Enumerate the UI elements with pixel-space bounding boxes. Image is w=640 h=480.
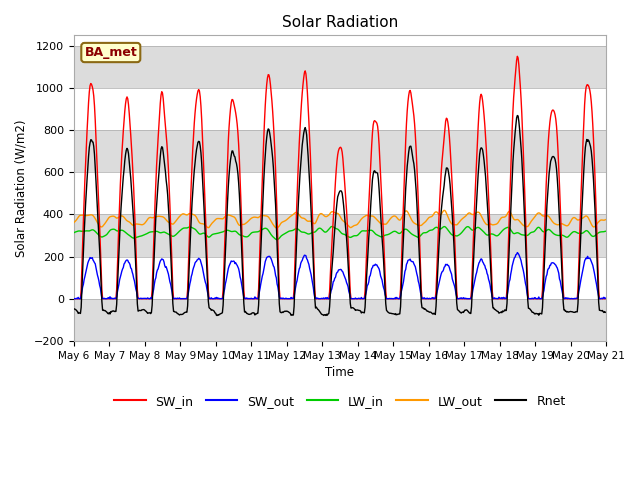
LW_out	[188, 211, 196, 217]
Rnet	[79, 248, 87, 253]
SW_in	[216, 296, 224, 301]
LW_in	[188, 225, 196, 230]
SW_in	[79, 218, 87, 224]
Rnet	[134, 308, 142, 314]
SW_out	[188, 271, 196, 277]
SW_in	[188, 161, 196, 167]
SW_out	[70, 296, 77, 301]
SW_out	[79, 281, 87, 287]
Rnet	[70, 306, 77, 312]
SW_out	[420, 296, 428, 301]
Rnet	[405, 149, 413, 155]
SW_in	[420, 296, 428, 301]
SW_in	[513, 53, 521, 59]
LW_out	[134, 221, 142, 227]
Title: Solar Radiation: Solar Radiation	[282, 15, 398, 30]
Rnet	[217, 311, 225, 316]
LW_out	[420, 220, 428, 226]
LW_out	[405, 211, 413, 216]
LW_out	[216, 216, 224, 221]
Bar	[74, 215, 606, 256]
SW_out	[216, 296, 224, 301]
LW_out	[602, 217, 609, 223]
LW_in	[70, 230, 77, 236]
SW_out	[404, 258, 412, 264]
Line: SW_in: SW_in	[74, 56, 605, 299]
Bar	[74, 46, 606, 88]
SW_in	[134, 296, 142, 301]
Y-axis label: Solar Radiation (W/m2): Solar Radiation (W/m2)	[15, 120, 28, 257]
LW_in	[273, 237, 281, 242]
SW_in	[70, 296, 77, 301]
LW_in	[406, 229, 413, 235]
Line: LW_out: LW_out	[74, 210, 605, 228]
Legend: SW_in, SW_out, LW_in, LW_out, Rnet: SW_in, SW_out, LW_in, LW_out, Rnet	[109, 390, 570, 413]
Bar	[74, 256, 606, 299]
X-axis label: Time: Time	[325, 366, 355, 379]
Line: SW_out: SW_out	[74, 252, 605, 299]
LW_in	[421, 230, 429, 236]
SW_in	[602, 296, 609, 301]
Rnet	[213, 312, 221, 318]
LW_in	[328, 224, 335, 229]
SW_out	[134, 295, 142, 301]
Bar	[74, 172, 606, 215]
LW_in	[79, 228, 87, 234]
LW_out	[79, 213, 87, 218]
LW_in	[134, 234, 142, 240]
SW_out	[513, 250, 521, 255]
LW_out	[70, 220, 77, 226]
Rnet	[188, 200, 196, 205]
Rnet	[420, 306, 428, 312]
LW_in	[216, 230, 224, 236]
Rnet	[602, 310, 609, 315]
Text: BA_met: BA_met	[84, 46, 137, 59]
SW_out	[602, 295, 609, 301]
Line: Rnet: Rnet	[74, 116, 605, 315]
SW_in	[404, 99, 412, 105]
Bar	[74, 299, 606, 341]
LW_out	[273, 225, 281, 231]
LW_out	[440, 207, 448, 213]
Rnet	[513, 113, 521, 119]
Line: LW_in: LW_in	[74, 227, 605, 240]
Bar	[74, 88, 606, 130]
LW_in	[602, 228, 609, 234]
Bar	[74, 130, 606, 172]
